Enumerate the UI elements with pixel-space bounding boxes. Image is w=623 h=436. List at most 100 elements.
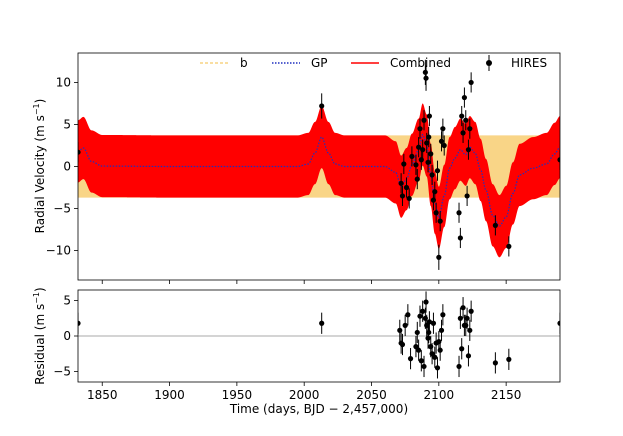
residual-point [457, 315, 463, 321]
residual-point [465, 353, 472, 359]
hires-point [414, 176, 420, 182]
residual-point [432, 354, 438, 360]
residual-point [413, 344, 419, 350]
hires-point [416, 144, 422, 150]
residual-point [416, 347, 422, 353]
hires-point [438, 138, 445, 144]
residual-point [437, 347, 443, 353]
hires-point [423, 75, 429, 81]
residual-point [78, 320, 81, 326]
hires-point [457, 235, 463, 241]
hires-point [422, 69, 428, 75]
x-axis-label: Time (days, BJD − 2,457,000) [229, 402, 408, 416]
top-y-tick-label: −10 [46, 244, 71, 258]
residual-point [460, 305, 466, 311]
residual-point [429, 351, 435, 357]
residual-point [399, 341, 406, 348]
residual-point [430, 320, 437, 326]
residual-point [459, 346, 465, 352]
residual-point [434, 365, 441, 371]
bottom-x-tick-label: 1850 [87, 388, 118, 402]
hires-point [467, 126, 473, 132]
hires-point [319, 103, 325, 109]
residual-point [421, 363, 427, 370]
hires-point [432, 189, 438, 195]
bottom-panel: −5 0 5 1850 1900 1950 2000 2050 2100 2150 Residu… [32, 287, 561, 416]
hires-point [441, 142, 447, 149]
hires-point [463, 117, 469, 123]
legend-swatch-hires [486, 60, 492, 66]
top-plot-area [78, 59, 560, 270]
hires-point [506, 243, 512, 249]
hires-point [433, 210, 439, 216]
legend-label-b: b [240, 56, 248, 70]
hires-point [399, 193, 406, 199]
hires-point [461, 94, 468, 101]
top-y-tick-label: −5 [53, 202, 71, 216]
hires-point [465, 147, 472, 153]
residual-point [402, 322, 408, 328]
hires-point [456, 210, 462, 216]
residual-point [407, 356, 414, 362]
gp-line [78, 133, 560, 227]
hires-point [401, 161, 407, 167]
residual-point [557, 320, 560, 326]
bottom-x-tick-label: 1950 [222, 388, 253, 402]
residual-point [506, 356, 512, 362]
residual-point [418, 358, 424, 364]
hires-point [429, 172, 435, 178]
hires-point [464, 193, 470, 199]
residual-point [414, 329, 420, 336]
residual-point [417, 313, 423, 319]
bottom-y-tick-label: 0 [63, 329, 71, 343]
residual-point [397, 327, 403, 333]
hires-point [426, 134, 432, 140]
bottom-y-tick-label: −5 [53, 364, 71, 378]
bottom-y-axis-label: Residual (m s−1) [32, 287, 47, 384]
hires-points [78, 59, 560, 270]
hires-point [440, 126, 446, 132]
bottom-y-tick-label: 5 [63, 294, 71, 308]
bottom-x-tick-label: 2100 [424, 388, 455, 402]
bottom-x-tick-label: 2050 [356, 388, 387, 402]
hires-point [436, 254, 442, 260]
hires-point [78, 149, 81, 155]
hires-point [409, 153, 415, 160]
hires-point [406, 195, 412, 202]
hires-point [413, 162, 419, 168]
hires-point [492, 222, 498, 228]
residual-point [440, 312, 446, 318]
top-panel: −10 −5 0 5 10 Radial Velocity (m s−1) b GP C… [32, 52, 561, 284]
hires-point [468, 79, 474, 86]
residual-point [456, 363, 462, 370]
hires-point [403, 184, 410, 191]
residual-point [424, 322, 430, 328]
residual-points [78, 291, 560, 379]
hires-point [557, 157, 560, 163]
residual-point [467, 327, 473, 333]
hires-point [437, 218, 443, 224]
residual-point [405, 312, 411, 318]
residual-point [319, 320, 325, 326]
hires-point [398, 180, 404, 186]
top-y-tick-label: 10 [56, 75, 71, 89]
bottom-y-ticks: −5 0 5 [53, 294, 78, 378]
residual-point [425, 335, 431, 341]
hires-point [460, 130, 466, 136]
top-y-tick-label: 5 [63, 117, 71, 131]
residual-point [426, 329, 432, 336]
residual-point [464, 315, 470, 321]
residual-point [423, 299, 429, 305]
residual-point [492, 360, 498, 366]
hires-point [421, 117, 427, 123]
hires-point [425, 159, 431, 165]
top-y-ticks: −10 −5 0 5 10 [46, 75, 78, 258]
hires-point [424, 140, 430, 146]
top-y-axis-label: Radial Velocity (m s−1) [32, 99, 47, 234]
hires-point [459, 113, 465, 119]
top-y-tick-label: 0 [63, 160, 71, 174]
hires-point [428, 151, 434, 157]
hires-point [417, 126, 423, 132]
bottom-x-tick-label: 2150 [491, 388, 522, 402]
